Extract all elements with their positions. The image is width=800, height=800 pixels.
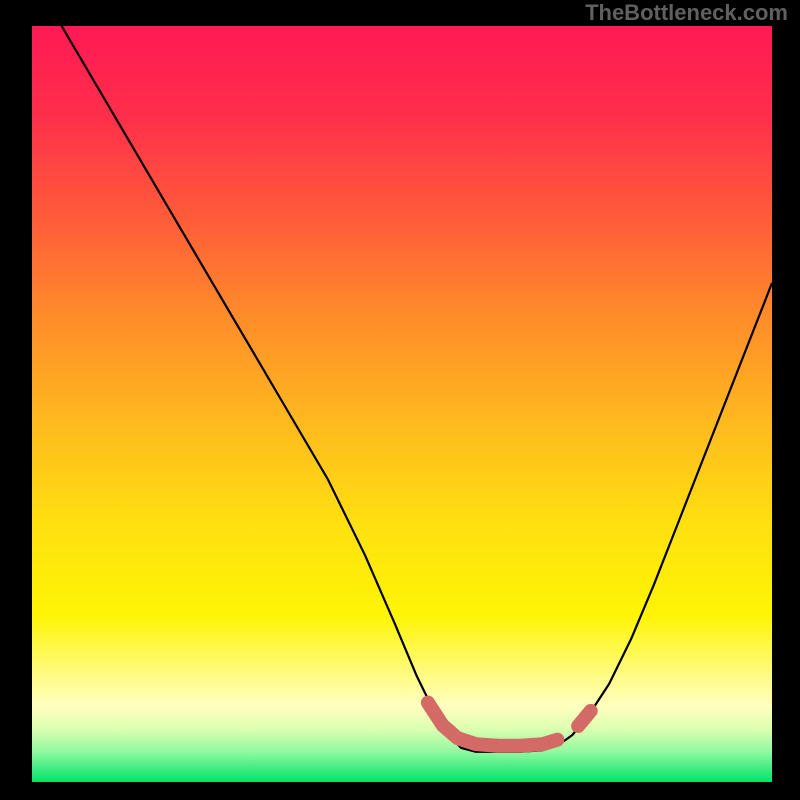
bottleneck-chart [32, 26, 772, 782]
optimal-range-segment [578, 711, 591, 726]
chart-frame: TheBottleneck.com [0, 0, 800, 800]
gradient-background [32, 26, 772, 782]
plot-area [32, 26, 772, 782]
watermark-text: TheBottleneck.com [585, 0, 788, 26]
